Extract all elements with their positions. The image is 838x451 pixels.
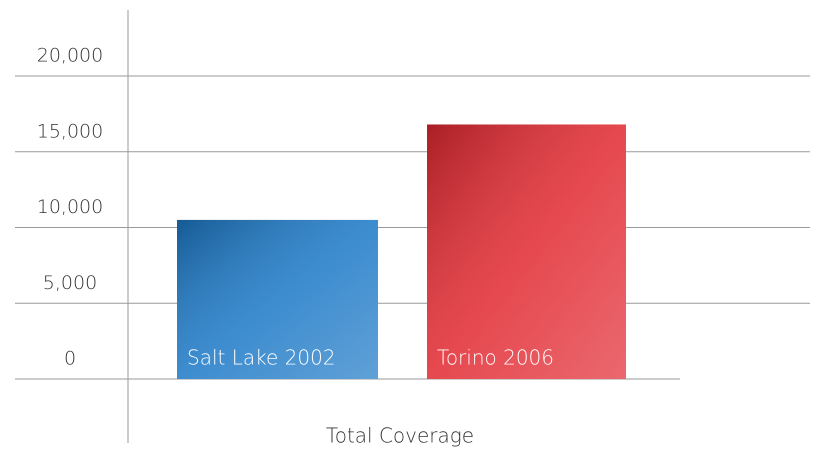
y-tick-label: 15,000 [37,120,103,142]
y-tick-label: 5,000 [43,272,97,294]
x-axis-title: Total Coverage [326,424,474,448]
category-label: Torino 2006 [437,346,554,370]
category-label: Salt Lake 2002 [187,346,336,370]
y-tick-label: 0 [64,348,76,370]
y-tick-label: 20,000 [37,45,103,67]
page: {"chart_data": {"type": "bar", "categori… [0,0,838,451]
chart: Total Coverage 0 5,000 10,000 15,000 20,000 S… [0,0,838,451]
bar [427,124,626,379]
y-tick-label: 10,000 [37,196,103,218]
